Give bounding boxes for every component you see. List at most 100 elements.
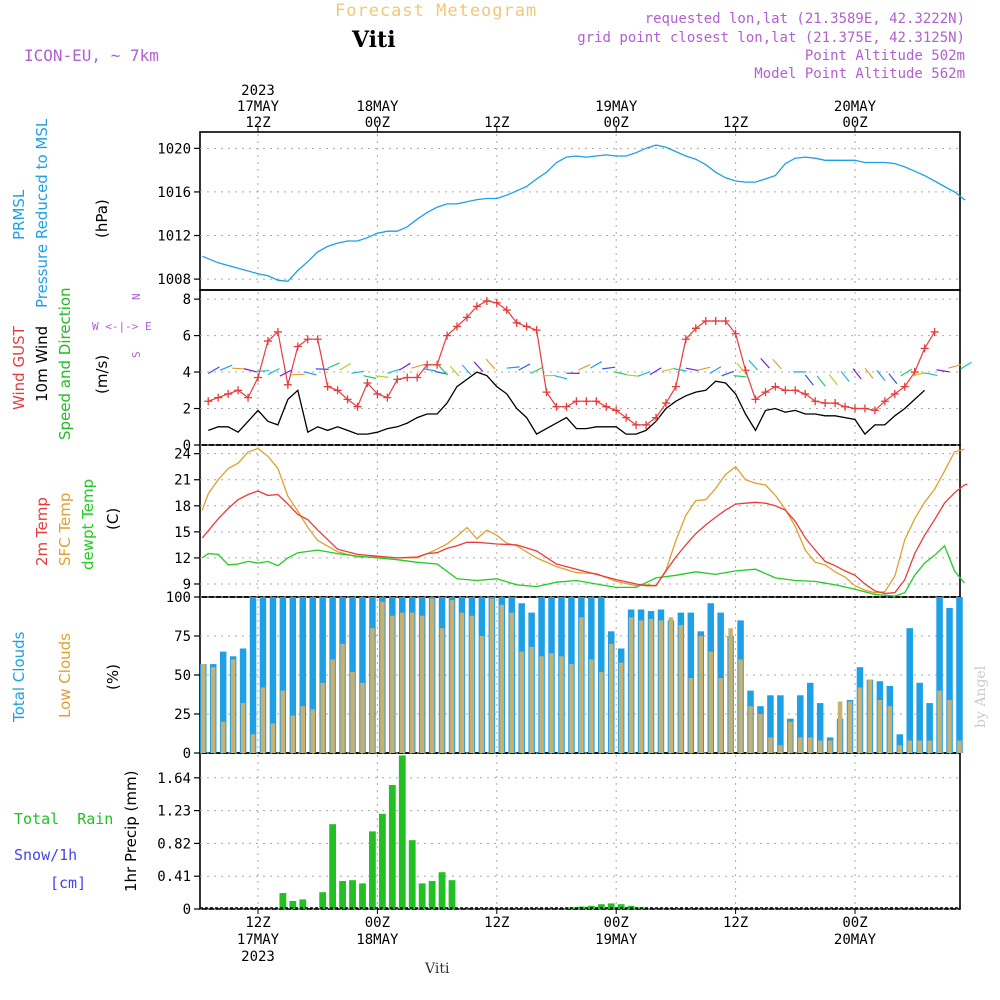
- wind-direction-arrow: [876, 369, 886, 381]
- gust-marker: [532, 326, 541, 335]
- gust-marker: [811, 397, 820, 406]
- low-cloud-bar: [569, 664, 574, 753]
- precip-bar: [299, 899, 307, 909]
- precip-frame: [199, 752, 961, 910]
- top-time-label: 12Z: [245, 115, 270, 131]
- low-cloud-bar: [509, 612, 514, 753]
- precip-bar: [438, 872, 446, 909]
- wind-direction-arrow: [948, 364, 962, 369]
- wind-direction-arrow: [387, 368, 400, 374]
- wind-direction-arrow: [473, 361, 484, 373]
- low-cloud-bar: [907, 740, 912, 753]
- precip-bar: [289, 901, 297, 909]
- gust-marker: [214, 393, 223, 402]
- model-name: ICON-EU, ~ 7km: [24, 46, 159, 65]
- wind-direction-arrow: [602, 366, 616, 370]
- gust-marker: [731, 329, 740, 338]
- gust-marker: [860, 404, 869, 413]
- low-cloud-bar: [748, 706, 753, 753]
- gust-marker: [602, 402, 611, 411]
- gust-marker: [522, 322, 531, 331]
- wind-direction-arrow: [736, 362, 746, 374]
- total-cloud-bar: [936, 597, 943, 753]
- location-name: Viti: [351, 27, 396, 53]
- low-cloud-bar: [400, 612, 405, 753]
- wind-ytick-label: 8: [183, 292, 191, 308]
- total-cloud-bar: [239, 648, 247, 753]
- total-cloud-bar: [946, 607, 953, 753]
- wind-ytick-label: 2: [183, 402, 191, 418]
- wind-gust-label: Wind GUST: [10, 325, 28, 410]
- wind-dir-label: Speed and Direction: [56, 287, 74, 440]
- low-cloud-bar: [957, 740, 962, 753]
- cloud-ytick-label: 0: [183, 746, 191, 762]
- gust-marker: [502, 306, 511, 315]
- pressure-label-1: PRMSL: [10, 189, 28, 240]
- gust-marker: [622, 413, 631, 422]
- low-cloud-bar: [638, 620, 644, 753]
- temp-ytick-label: 21: [174, 473, 191, 489]
- wind-direction-arrow: [207, 366, 220, 374]
- low-cloud-bar: [758, 714, 763, 753]
- gust-marker: [791, 386, 800, 395]
- low-cloud-bar: [439, 628, 445, 753]
- total-cloud-bar: [269, 597, 277, 753]
- low-cloud-bar: [220, 721, 226, 753]
- low-cloud-bar: [270, 723, 276, 753]
- temp-ytick-label: 15: [174, 525, 191, 541]
- low-cloud-bar: [608, 643, 614, 753]
- gust-marker: [224, 389, 233, 398]
- low-cloud-bar: [300, 706, 306, 753]
- precip-ytick-label: 1.64: [157, 771, 191, 787]
- low-cloud-bar: [887, 706, 893, 753]
- bottom-time-label: 12Z: [484, 915, 509, 931]
- low-cloud-bar: [698, 636, 704, 753]
- low-cloud-bar: [419, 615, 425, 753]
- wind-10m-label: 10m Wind: [33, 326, 51, 402]
- temp-ytick-label: 18: [174, 499, 191, 515]
- wind-direction-arrow: [279, 369, 292, 377]
- temp-unit: (C): [104, 508, 122, 530]
- gust-marker: [283, 380, 292, 389]
- low-cloud-bar: [688, 678, 694, 753]
- low-cloud-bar: [370, 628, 375, 753]
- wind-direction-arrow: [685, 367, 699, 372]
- low-cloud-bar: [350, 671, 355, 753]
- wind-direction-arrow: [733, 375, 747, 378]
- gust-marker: [930, 327, 939, 336]
- gust-marker: [462, 313, 471, 322]
- credit: by Angel: [973, 665, 989, 728]
- low-cloud-bar: [519, 651, 524, 753]
- wind-direction-arrow: [924, 372, 938, 377]
- temp-ytick-label: 12: [174, 551, 191, 567]
- wind-direction-arrow: [804, 374, 814, 386]
- pressure-frame: [199, 131, 961, 291]
- gust-marker: [691, 324, 700, 333]
- precip-bar: [279, 893, 287, 909]
- compass-we: W <-|-> E: [92, 320, 152, 333]
- low-cloud-bar: [738, 659, 743, 753]
- wind-direction-arrow: [578, 363, 591, 371]
- gust-marker: [920, 344, 929, 353]
- temp-2m-label: 2m Temp: [33, 497, 51, 566]
- total-cloud-bar: [309, 597, 316, 753]
- gust-marker: [890, 389, 899, 398]
- gust-marker: [234, 386, 243, 395]
- gust-marker: [681, 335, 690, 344]
- precip-bar: [428, 881, 436, 909]
- gust-marker: [652, 413, 660, 422]
- gust-marker: [453, 322, 461, 331]
- precip-bar: [448, 880, 456, 909]
- low-cloud-bar: [529, 646, 534, 753]
- low-cloud-bar: [947, 699, 952, 753]
- gust-marker: [671, 382, 680, 391]
- wind-direction-arrow: [626, 374, 640, 377]
- low-cloud-bar: [857, 687, 863, 753]
- low-cloud-bar: [708, 651, 713, 753]
- bottom-time-label: 12Z: [723, 915, 748, 931]
- temp_2m-line: [201, 483, 968, 595]
- precip-bar: [418, 883, 426, 909]
- gust-marker: [383, 393, 392, 402]
- gust-marker: [313, 335, 322, 344]
- wind-direction-arrow: [461, 364, 472, 376]
